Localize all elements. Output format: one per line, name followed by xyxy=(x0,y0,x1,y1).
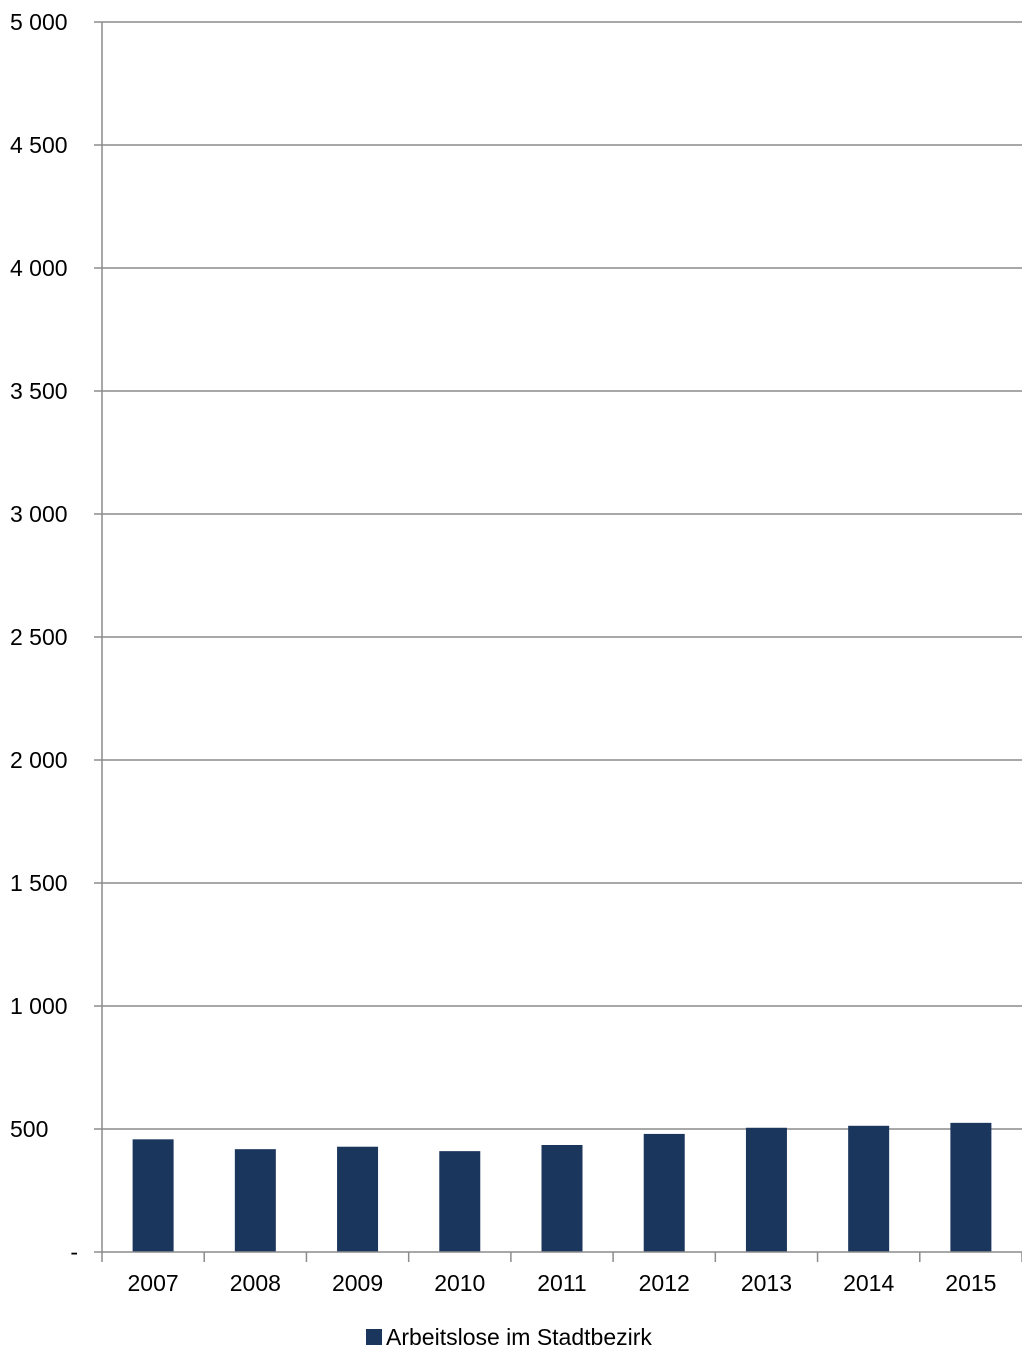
bar xyxy=(132,1139,174,1252)
bar xyxy=(848,1125,890,1252)
y-tick-label: 5 000 xyxy=(10,9,68,35)
x-tick-label: 2008 xyxy=(230,1270,281,1296)
bar xyxy=(337,1146,379,1252)
x-tick-label: 2011 xyxy=(537,1270,586,1296)
bar xyxy=(745,1127,787,1252)
gridlines xyxy=(102,21,1022,1130)
x-axis-ticks: 2007 2008 2009 2010 2011 2012 2013 2014 2015 xyxy=(101,1252,1022,1296)
x-tick-label: 2007 xyxy=(128,1270,179,1296)
y-tick-label: 2 500 xyxy=(10,624,68,650)
x-tick-label: 2012 xyxy=(639,1270,690,1296)
y-tick-label: 2 000 xyxy=(10,747,68,773)
legend-label: Arbeitslose im Stadtbezirk xyxy=(386,1324,652,1347)
x-tick-label: 2013 xyxy=(741,1270,792,1296)
y-tick-label: - xyxy=(70,1239,78,1265)
y-tick-label: 1 000 xyxy=(10,993,68,1019)
y-tick-label: 3 000 xyxy=(10,501,68,527)
x-tick-label: 2015 xyxy=(945,1270,996,1296)
x-tick-label: 2009 xyxy=(332,1270,383,1296)
x-tick-label: 2014 xyxy=(843,1270,894,1296)
legend: Arbeitslose im Stadtbezirk xyxy=(366,1324,652,1347)
y-tick-label: 4 500 xyxy=(10,132,68,158)
x-tick-label: 2010 xyxy=(434,1270,485,1296)
legend-swatch xyxy=(366,1329,382,1345)
bar xyxy=(234,1149,276,1252)
bar xyxy=(643,1133,685,1252)
y-tick-label: 3 500 xyxy=(10,378,68,404)
y-tick-label: 500 xyxy=(10,1116,48,1142)
bars xyxy=(132,1122,992,1252)
y-axis-ticks: - 500 1 000 1 500 2 000 2 500 3 000 3 500 4 000 4… xyxy=(10,9,102,1265)
y-tick-label: 1 500 xyxy=(10,870,68,896)
bar xyxy=(439,1151,481,1252)
y-tick-label: 4 000 xyxy=(10,255,68,281)
bar xyxy=(541,1144,583,1252)
bar xyxy=(950,1122,992,1252)
